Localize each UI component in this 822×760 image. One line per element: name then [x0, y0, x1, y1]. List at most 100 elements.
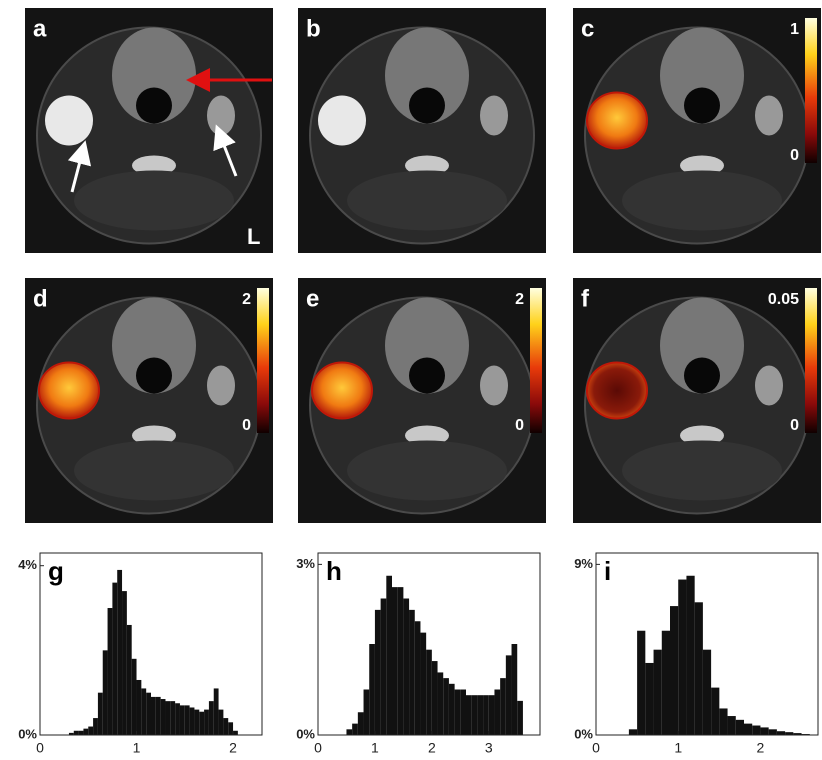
histogram-bar — [414, 621, 421, 735]
x-tick-label: 2 — [757, 740, 765, 756]
histogram-bar — [785, 732, 794, 735]
histogram-bar — [170, 701, 176, 735]
histogram-bar — [175, 703, 180, 735]
histogram-bar — [397, 587, 404, 735]
mri-panel: 1 0 c — [573, 8, 821, 253]
histogram-bar — [218, 709, 224, 735]
tumor-map — [38, 361, 100, 420]
colorbar — [805, 288, 817, 433]
histogram-bar — [727, 716, 736, 735]
histogram-bar — [711, 687, 720, 735]
histogram-bar — [208, 701, 214, 735]
histogram-bar — [386, 575, 392, 735]
x-tick-label: 0 — [36, 740, 44, 756]
histogram-bar — [184, 705, 190, 735]
plot-frame — [317, 552, 541, 736]
arrows — [67, 68, 272, 193]
plot-frame — [39, 552, 263, 736]
histogram-bar — [102, 650, 108, 735]
histogram-bar — [204, 709, 209, 735]
histogram-bar — [346, 729, 353, 735]
histogram-bar — [122, 591, 127, 735]
contralateral-node — [480, 95, 508, 136]
y-tick-label: 4% — [18, 557, 37, 572]
panel-label: d — [33, 285, 48, 312]
histogram-bar — [488, 695, 495, 735]
airway — [409, 357, 445, 394]
pharynx — [112, 27, 196, 124]
histogram-bar — [357, 712, 364, 735]
histogram-bar — [68, 732, 74, 735]
histogram-bar — [505, 655, 512, 735]
spine — [132, 425, 176, 446]
histogram-bar — [752, 725, 761, 735]
histogram-bar — [477, 695, 484, 735]
y-tick-label: 3% — [296, 556, 315, 571]
histogram-bar — [141, 688, 147, 735]
histogram-bar — [437, 672, 444, 735]
neck-muscle — [74, 170, 234, 231]
histogram-bar — [155, 696, 161, 735]
histogram-bar — [374, 609, 381, 735]
tumor-map — [586, 91, 648, 150]
histogram-bar — [793, 733, 802, 735]
histogram-bar — [694, 602, 703, 735]
histogram-bar — [494, 689, 501, 735]
histogram-bar — [136, 679, 142, 735]
x-tick-label: 1 — [674, 740, 682, 756]
colorbar — [530, 288, 542, 433]
pharynx — [660, 27, 744, 124]
x-tick-label: 2 — [229, 740, 237, 756]
tumor-map — [586, 361, 648, 420]
histogram-bar — [151, 696, 156, 735]
histogram-bar — [392, 587, 398, 735]
histogram-bar — [661, 630, 670, 735]
histogram-bar — [460, 689, 466, 735]
y-tick-label: 9% — [574, 556, 593, 571]
histogram-bar — [670, 606, 679, 735]
panel-label: e — [306, 285, 319, 312]
colorbar-tick-label: 0 — [790, 417, 799, 434]
histogram-bar — [189, 707, 195, 735]
histogram-bar — [93, 718, 98, 735]
histogram-bar — [223, 718, 229, 735]
histogram-bar — [165, 701, 171, 735]
histogram-bar — [719, 708, 728, 735]
airway — [136, 87, 172, 124]
neck-muscle — [74, 440, 234, 501]
tumor-map — [311, 361, 373, 420]
histogram-bar — [369, 644, 375, 735]
y-tick-label: 0% — [18, 726, 37, 741]
histogram-bar — [678, 579, 687, 735]
histogram-bar — [179, 705, 185, 735]
histogram-bar — [702, 649, 712, 735]
contralateral-node — [755, 365, 783, 406]
neck-muscle — [622, 440, 782, 501]
spine — [405, 155, 449, 176]
spine — [132, 155, 176, 176]
colorbar-tick-label: 0 — [790, 147, 799, 164]
x-tick-label: 3 — [485, 740, 493, 756]
pharynx — [112, 297, 196, 394]
contralateral-node — [207, 365, 235, 406]
histogram-bar — [500, 678, 506, 735]
histogram-bar — [653, 649, 662, 735]
contralateral-node — [480, 365, 508, 406]
mri-panel: 2 0 d — [25, 278, 273, 523]
panel-label: a — [33, 15, 47, 42]
mri-panel: aL — [25, 8, 273, 253]
histogram-bar — [352, 723, 358, 735]
plot-frame — [595, 552, 819, 736]
x-tick-label: 0 — [592, 740, 600, 756]
airway — [136, 357, 172, 394]
histogram-bar — [160, 699, 166, 735]
spine — [680, 425, 724, 446]
histogram-bar — [454, 689, 461, 735]
histogram-bar — [131, 658, 137, 735]
histogram-chart: g 0% 4% 0 1 2 — [18, 552, 263, 756]
panel-label: i — [604, 556, 611, 586]
panel-label: f — [581, 285, 590, 312]
colorbar-tick-label: 0 — [515, 417, 524, 434]
